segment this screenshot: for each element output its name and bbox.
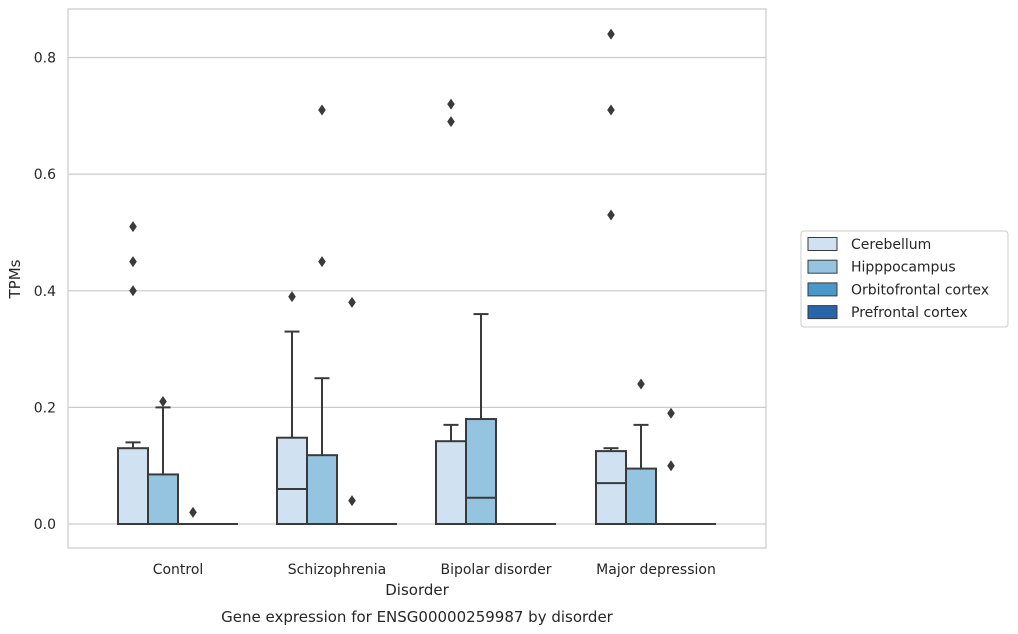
y-tick-label: 0.8 (34, 51, 56, 67)
box-body (276, 436, 308, 526)
x-tick-label: Control (153, 562, 204, 578)
outlier-point (129, 221, 137, 233)
box-body (147, 473, 179, 526)
y-axis-ticks: 0.0 0.2 0.4 0.6 0.8 (34, 51, 56, 534)
outlier-point (288, 291, 296, 303)
box-body (465, 418, 497, 526)
outlier-point (189, 506, 197, 518)
chart-caption: Gene expression for ENSG00000259987 by d… (221, 608, 614, 626)
box-cerebellum (435, 98, 467, 526)
outlier-point (129, 256, 137, 268)
x-tick-label: Major depression (596, 562, 716, 578)
outlier-point (447, 116, 455, 128)
x-tick-label: Bipolar disorder (440, 562, 551, 578)
outlier-point (318, 104, 326, 116)
outlier-point (129, 285, 137, 297)
legend-swatch (807, 237, 838, 251)
box-plots (117, 28, 716, 526)
legend-label: Prefrontal cortex (851, 305, 968, 321)
outlier-point (447, 98, 455, 110)
box-orbitofrontal-cortex (337, 296, 367, 525)
legend-entry: Orbitofrontal cortex (807, 282, 989, 298)
box-cerebellum (117, 221, 149, 526)
y-tick-label: 0.6 (34, 167, 56, 183)
box-body (306, 454, 338, 525)
outlier-point (318, 256, 326, 268)
box-orbitofrontal-cortex (656, 407, 686, 525)
outlier-point (159, 396, 167, 408)
x-axis-ticks: Control Schizophrenia Bipolar disorder Majo… (153, 562, 716, 578)
plot-area-frame (67, 8, 767, 549)
box-orbitofrontal-cortex (178, 506, 208, 525)
legend-swatch (807, 259, 838, 274)
outlier-point (667, 460, 675, 472)
y-tick-label: 0.0 (34, 517, 56, 533)
outlier-point (667, 407, 675, 419)
legend-label: Hipppocampus (851, 260, 956, 276)
box-body (435, 440, 467, 526)
legend-entry: Hipppocampus (807, 259, 956, 276)
box-hipppocampus (465, 313, 497, 526)
outlier-point (348, 495, 356, 507)
y-axis-label: TPMs (6, 259, 24, 299)
grid-lines (68, 56, 766, 525)
box-hipppocampus (147, 396, 179, 526)
x-tick-label: Schizophrenia (288, 562, 386, 578)
outlier-point (607, 104, 615, 116)
outlier-point (348, 296, 356, 308)
legend-swatch (807, 282, 838, 297)
box-hipppocampus (625, 378, 657, 525)
box-cerebellum (595, 28, 627, 525)
outlier-point (607, 28, 615, 40)
box-body (595, 450, 627, 525)
legend-label: Orbitofrontal cortex (851, 282, 989, 298)
outlier-point (637, 378, 645, 390)
x-axis-label: Disorder (385, 581, 449, 599)
legend-label: Cerebellum (851, 237, 931, 253)
box-body (117, 447, 149, 526)
y-tick-label: 0.2 (34, 400, 56, 416)
box-hipppocampus (306, 104, 338, 525)
legend-frame (800, 230, 1009, 328)
legend-swatch (807, 305, 838, 320)
outlier-point (607, 209, 615, 221)
legend: Cerebellum Hipppocampus Orbitofrontal cort… (800, 230, 1009, 328)
legend-entry: Prefrontal cortex (807, 305, 968, 321)
legend-entry: Cerebellum (807, 237, 931, 253)
y-tick-label: 0.4 (34, 284, 56, 300)
box-body (625, 467, 657, 525)
